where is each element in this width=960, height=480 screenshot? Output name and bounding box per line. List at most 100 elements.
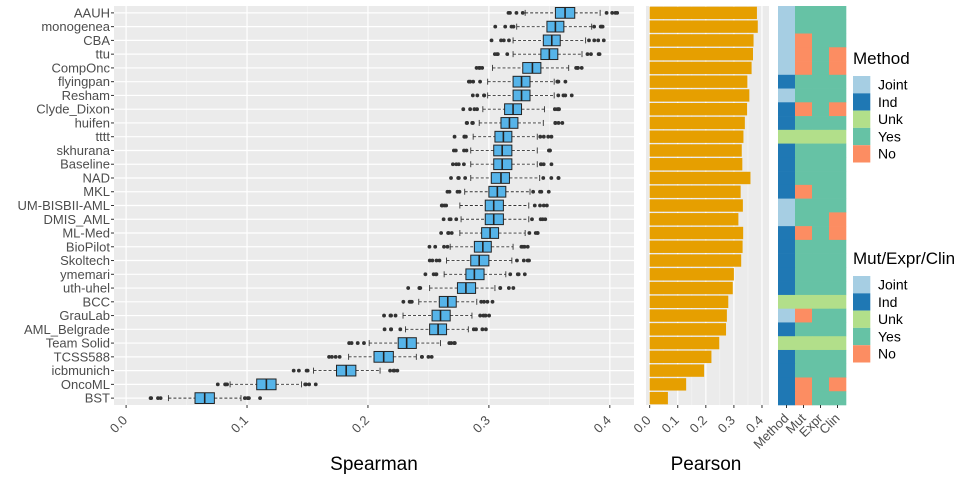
box-outlier <box>601 38 606 43</box>
heatmap-cell-Yes <box>812 391 830 406</box>
box-outlier <box>592 24 597 29</box>
box-outlier <box>549 162 554 167</box>
box-outlier <box>493 24 498 29</box>
box-outlier <box>455 189 460 194</box>
box-outlier <box>307 382 312 387</box>
spearman-category-label: Team Solid <box>46 336 110 351</box>
heatmap-cell-Ind <box>778 226 796 241</box>
heatmap-cell-Yes <box>812 377 830 392</box>
box-outlier <box>535 231 540 235</box>
heatmap-cell-Yes <box>795 212 813 227</box>
box-outlier <box>506 286 511 290</box>
heatmap-cell-Yes <box>812 102 830 117</box>
pearson-x-tick-label: 0.1 <box>658 413 681 436</box>
heatmap-cell-No <box>795 377 813 392</box>
box-outlier <box>589 52 593 57</box>
box-Clyde_Dixon <box>461 103 561 116</box>
spearman-category-label: skhurana <box>57 143 111 158</box>
box-outlier <box>431 272 436 277</box>
spearman-x-tick-label: 0.0 <box>107 413 130 436</box>
legend-key-label: No <box>878 346 896 362</box>
box-ttu <box>492 48 602 61</box>
legend-key-label: Unk <box>878 111 904 127</box>
box-outlier <box>471 79 476 84</box>
heatmap-cell-Yes <box>829 363 847 378</box>
pearson-bar-BST <box>649 391 668 405</box>
pearson-bar-UM-BISBII-AML <box>649 199 743 212</box>
heatmap-cell-Yes <box>829 391 847 406</box>
heatmap-cell-Unk <box>829 294 847 309</box>
box-outlier <box>521 244 525 249</box>
heatmap-cell-No <box>829 47 847 62</box>
heatmap-cell-Yes <box>812 322 830 337</box>
box-outlier <box>398 327 403 332</box>
pearson-bar-tttt <box>649 130 744 143</box>
heatmap-cell-Yes <box>829 184 847 199</box>
heatmap-cell-Yes <box>795 19 813 34</box>
spearman-x-tick-label: 0.3 <box>470 413 493 436</box>
box-outlier <box>532 203 537 208</box>
box-outlier <box>439 231 444 235</box>
heatmap-cell-Unk <box>812 294 830 309</box>
spearman-category-label: ML-Med <box>62 226 110 241</box>
pearson-bar-NAD <box>649 171 751 185</box>
box-outlier <box>552 107 557 112</box>
pearson-bar-GrauLab <box>649 309 727 322</box>
pearson-bar-Team Solid <box>649 336 720 350</box>
heatmap-cell-Yes <box>829 253 847 268</box>
heatmap-cell-Unk <box>812 336 830 351</box>
heatmap-cell-Yes <box>812 184 830 199</box>
box-outlier <box>441 217 446 222</box>
box-outlier <box>530 217 534 222</box>
box-outlier <box>464 121 469 125</box>
spearman-category-label: uth-uhel <box>63 281 110 296</box>
box-outlier <box>468 107 473 112</box>
box-outlier <box>417 286 422 290</box>
box-outlier <box>429 354 434 359</box>
pearson-bar-icbmunich <box>649 364 705 377</box>
spearman-category-label: BST <box>85 391 110 406</box>
box-outlier <box>569 93 574 98</box>
heatmap-cell-Yes <box>795 88 813 103</box>
box-AML_Belgrade <box>382 323 488 336</box>
box-outlier <box>472 107 477 112</box>
box-outlier <box>478 313 483 318</box>
heatmap-cell-Unk <box>795 336 813 351</box>
box-outlier <box>547 148 552 153</box>
box-outlier <box>514 10 519 15</box>
box-outlier <box>303 382 308 387</box>
heatmap-cell-No <box>795 226 813 241</box>
heatmap-cell-Yes <box>829 239 847 254</box>
heatmap-cell-Ind <box>778 157 796 172</box>
box-outlier <box>475 107 479 112</box>
box-outlier <box>337 354 342 359</box>
legend-title: Mut/Expr/Clin <box>853 249 955 268</box>
box-outlier <box>483 313 488 318</box>
heatmap-cell-Yes <box>812 19 830 34</box>
box-outlier <box>242 396 247 401</box>
spearman-category-label: TCSS588 <box>54 349 110 364</box>
box-outlier <box>391 368 396 373</box>
box-outlier <box>555 79 560 84</box>
legend-key-swatch <box>853 110 871 128</box>
box-outlier <box>544 203 549 208</box>
heatmap-cell-Ind <box>778 74 796 89</box>
box-outlier <box>587 38 591 43</box>
box-outlier <box>522 272 527 277</box>
legend-key-label: Yes <box>878 328 901 344</box>
box-outlier <box>426 354 431 359</box>
pearson-bar-uth-uhel <box>649 281 733 295</box>
spearman-x-tick-label: 0.1 <box>228 413 251 436</box>
spearman-category-label: CBA <box>83 33 110 48</box>
box-monogenea <box>493 20 605 33</box>
legend-key-label: Joint <box>878 277 908 293</box>
box-outlier <box>434 258 439 263</box>
heatmap-cell-Yes <box>795 157 813 172</box>
heatmap-cell-Yes <box>795 74 813 89</box>
heatmap-cell-Joint <box>778 212 796 227</box>
box-Skoltech <box>427 254 531 267</box>
legend-title: Method <box>853 49 910 68</box>
heatmap-cell-Yes <box>812 157 830 172</box>
pearson-bar-CompOnc <box>649 61 752 75</box>
